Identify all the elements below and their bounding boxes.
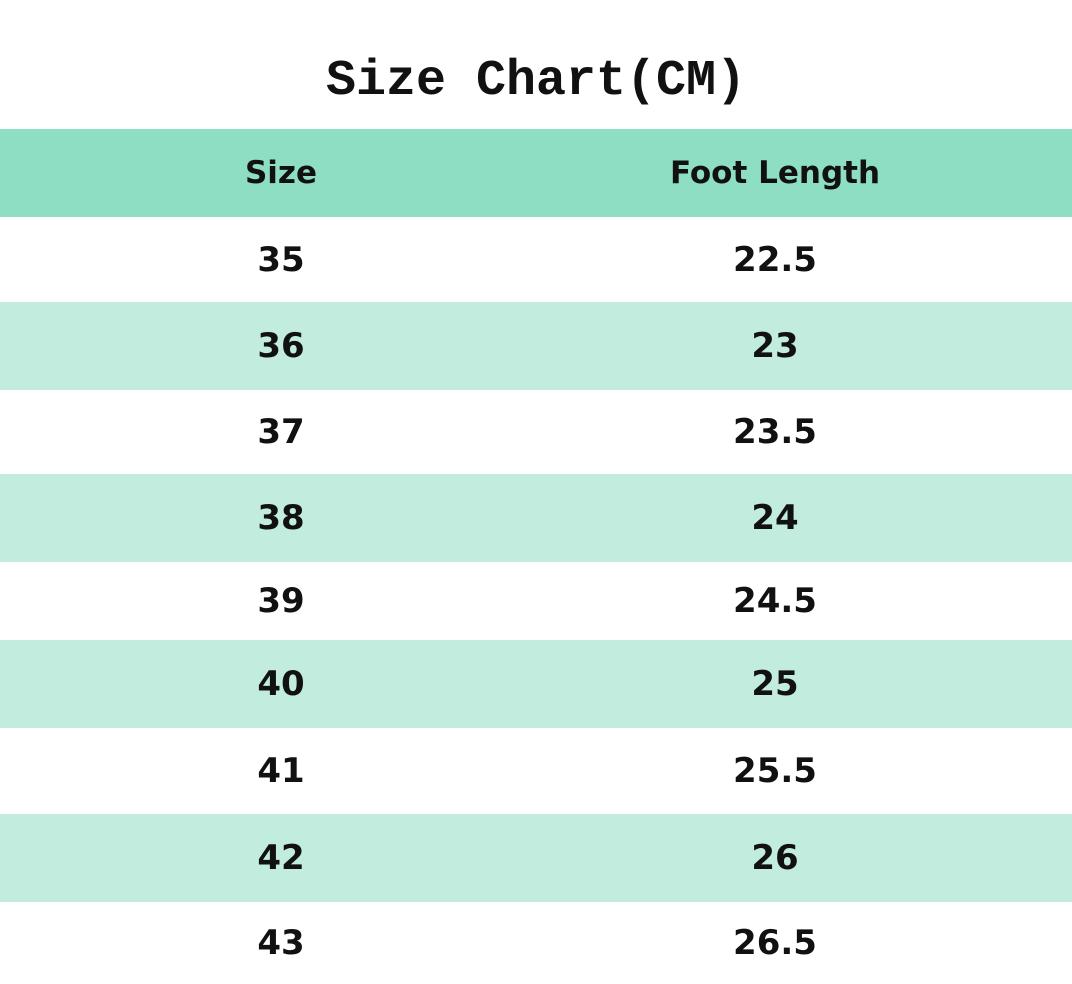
foot-length-cell: 23.5 [733,412,817,452]
size-cell: 35 [257,240,305,280]
table-row: 35 22.5 [0,218,1072,302]
table-row: 42 26 [0,814,1072,902]
table-row: 39 24.5 [0,562,1072,640]
foot-length-cell: 23 [751,326,799,366]
table-row: 38 24 [0,474,1072,562]
size-cell: 40 [257,664,305,704]
size-cell: 39 [257,581,305,621]
size-cell: 36 [257,326,305,366]
foot-length-cell: 22.5 [733,240,817,280]
table-header: Size Foot Length [0,129,1072,217]
page-title: Size Chart(CM) [325,53,747,110]
size-cell: 42 [257,838,305,878]
foot-length-cell: 25.5 [733,751,817,791]
size-cell: 37 [257,412,305,452]
table-row: 36 23 [0,302,1072,390]
foot-length-cell: 26.5 [733,923,817,963]
foot-length-cell: 26 [751,838,799,878]
foot-length-cell: 24.5 [733,581,817,621]
header-foot-length: Foot Length [669,155,881,191]
table-row: 41 25.5 [0,728,1072,814]
foot-length-cell: 24 [751,498,799,538]
table-row: 37 23.5 [0,390,1072,474]
table-row: 40 25 [0,640,1072,728]
table-row: 43 26.5 [0,902,1072,984]
foot-length-cell: 25 [751,664,799,704]
size-cell: 43 [257,923,305,963]
size-cell: 38 [257,498,305,538]
header-size: Size [244,155,318,191]
size-cell: 41 [257,751,305,791]
